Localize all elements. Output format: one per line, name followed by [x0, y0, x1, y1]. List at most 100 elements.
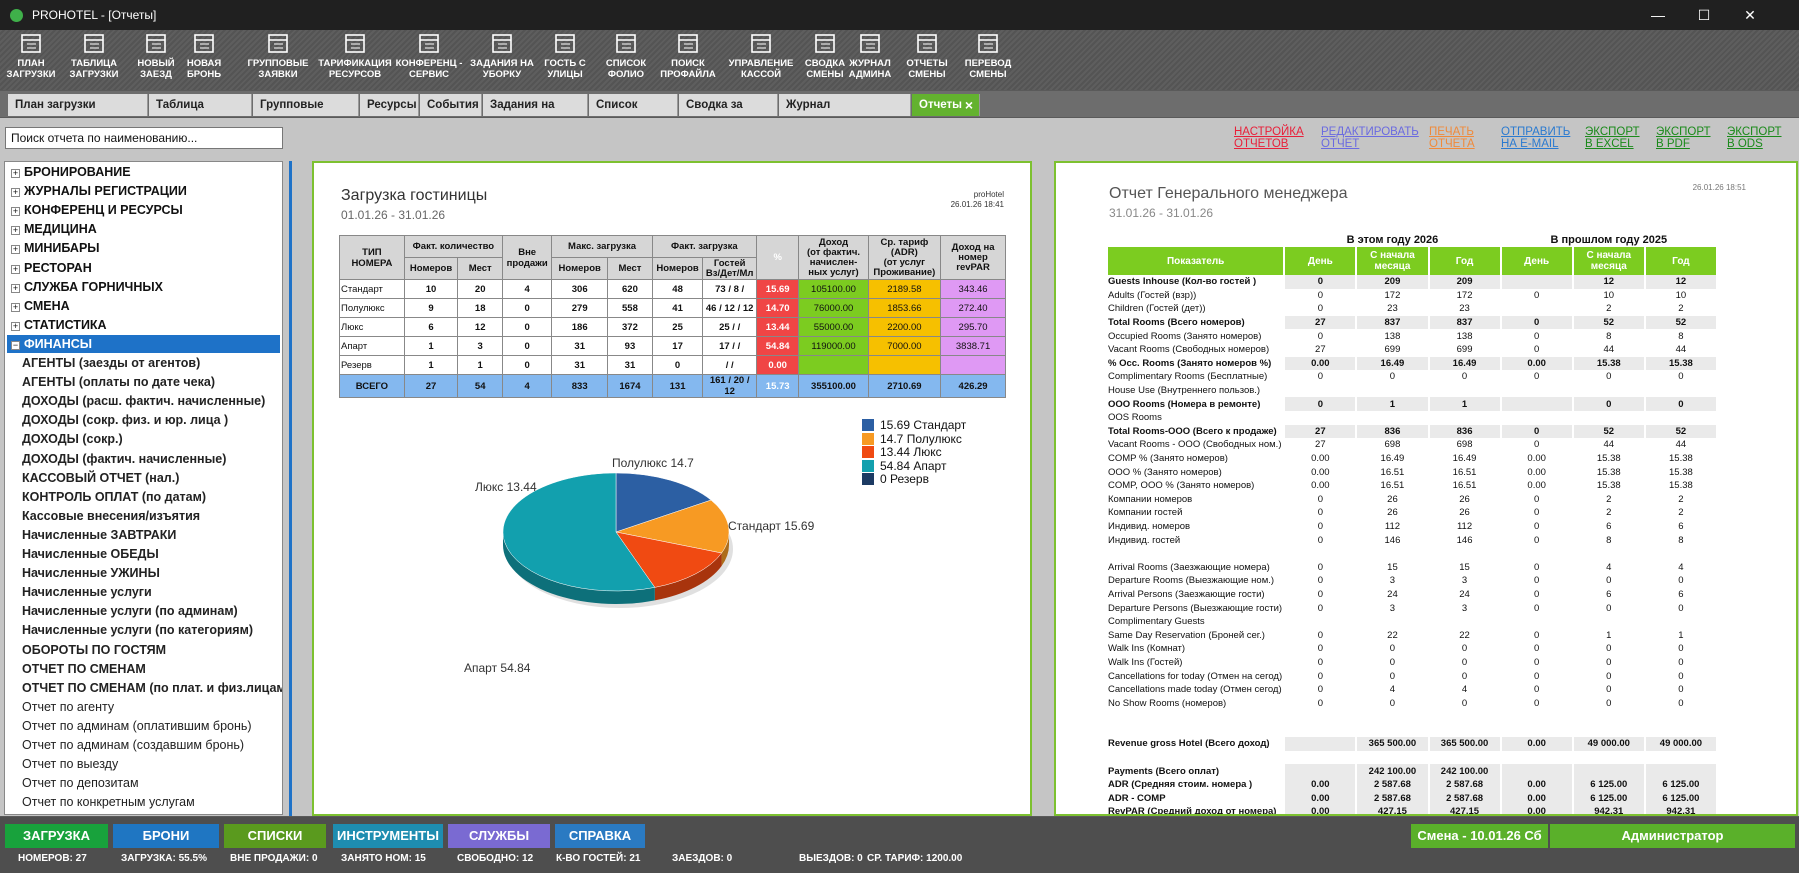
- minimize-button[interactable]: —: [1651, 7, 1665, 23]
- tree-category[interactable]: + КОНФЕРЕНЦ И РЕСУРСЫ: [11, 201, 183, 219]
- tree-category[interactable]: + РЕСТОРАН: [11, 259, 92, 277]
- tree-category[interactable]: + СМЕНА: [11, 297, 70, 315]
- toolbar-button-3[interactable]: НОВАЯ БРОНЬ: [179, 32, 229, 80]
- toolbar-button-11[interactable]: УПРАВЛЕНИЕ КАССОЙ: [719, 32, 803, 80]
- expand-plus-icon[interactable]: +: [11, 187, 20, 198]
- nav-button-0[interactable]: ЗАГРУЗКА: [5, 824, 108, 848]
- toolbar-button-1[interactable]: ТАБЛИЦА ЗАГРУЗКИ: [59, 32, 129, 80]
- tree-item[interactable]: Начисленные ОБЕДЫ: [22, 547, 159, 561]
- expand-plus-icon[interactable]: +: [11, 301, 20, 312]
- tree-item[interactable]: Отчет по выезду: [22, 757, 119, 772]
- toolbar-button-6[interactable]: КОНФЕРЕНЦ - СЕРВИС: [387, 32, 471, 80]
- nav-button-2[interactable]: СПИСКИ: [224, 824, 326, 848]
- cell: 48: [651, 279, 704, 299]
- tree-item[interactable]: Отчет по депозитам: [22, 776, 139, 791]
- tree-item[interactable]: Начисленные услуги: [22, 585, 152, 600]
- tree-item[interactable]: Отчет по админам (оплатившим бронь): [22, 718, 252, 733]
- tree-item[interactable]: АГЕНТЫ (оплаты по дате чека): [22, 375, 216, 390]
- tree-item[interactable]: ОБОРОТЫ ПО ГОСТЯМ: [22, 642, 167, 657]
- gm-cell: 52: [1573, 315, 1644, 330]
- maximize-button[interactable]: ☐: [1697, 7, 1711, 23]
- tree-item[interactable]: Начисленные услуги (по админам): [22, 604, 238, 619]
- expand-plus-icon[interactable]: +: [11, 225, 20, 236]
- action-4[interactable]: ЭКСПОРТ В EXCEL: [1585, 126, 1640, 150]
- tab-6[interactable]: Список фолио: [589, 94, 678, 133]
- tree-item[interactable]: АГЕНТЫ (заезды от агентов): [22, 356, 201, 370]
- tree-item[interactable]: ДОХОДЫ (расш. фактич. начисленные): [22, 394, 266, 409]
- action-6[interactable]: ЭКСПОРТ В ODS: [1727, 126, 1782, 150]
- total-cell: 355100.00: [798, 374, 869, 398]
- toolbar-button-14[interactable]: ОТЧЕТЫ СМЕНЫ: [896, 32, 958, 80]
- toolbar-button-0[interactable]: ПЛАН ЗАГРУЗКИ: [3, 32, 59, 80]
- close-window-button[interactable]: ✕: [1744, 7, 1756, 23]
- cell: 372: [607, 317, 653, 337]
- tab-0[interactable]: План загрузки (шахматка): [8, 94, 148, 133]
- tree-category[interactable]: + СТАТИСТИКА: [11, 316, 107, 334]
- tree-category[interactable]: + МИНИБАРЫ: [11, 239, 100, 257]
- toolbar-button-4[interactable]: ГРУППОВЫЕ ЗАЯВКИ: [239, 32, 317, 80]
- collapse-minus-icon[interactable]: −: [11, 339, 20, 350]
- gm-cell: 837: [1357, 315, 1428, 330]
- action-0[interactable]: НАСТРОЙКА ОТЧЕТОВ: [1234, 126, 1304, 150]
- action-1[interactable]: РЕДАКТИРОВАТЬ ОТЧЕТ: [1321, 126, 1419, 150]
- tree-item[interactable]: Отчет по агенту: [22, 699, 115, 714]
- nav-button-5[interactable]: СПРАВКА: [555, 824, 645, 848]
- tab-close-icon[interactable]: ×: [964, 97, 973, 113]
- tab-3[interactable]: Ресурсы: [360, 94, 419, 116]
- nav-button-3[interactable]: ИНСТРУМЕНТЫ: [333, 824, 443, 848]
- tree-item[interactable]: ДОХОДЫ (сокр.): [22, 432, 123, 447]
- action-5[interactable]: ЭКСПОРТ В PDF: [1656, 126, 1711, 150]
- tab-2[interactable]: Групповые заявки: [253, 94, 359, 133]
- tree-category-selected[interactable]: − ФИНАНСЫ: [7, 334, 280, 353]
- toolbar-button-10[interactable]: ПОИСК ПРОФАЙЛА: [656, 32, 720, 80]
- tree-item[interactable]: ОТЧЕТ ПО СМЕНАМ (по плат. и физ.лицам): [22, 680, 283, 695]
- tab-5[interactable]: Задания на уборку: [483, 94, 588, 133]
- tree-item[interactable]: ДОХОДЫ (сокр. физ. и юр. лица ): [22, 413, 229, 428]
- action-3[interactable]: ОТПРАВИТЬ НА E-MAIL: [1501, 126, 1571, 150]
- tree-item[interactable]: Отчет по админам (создавшим бронь): [22, 738, 245, 752]
- toolbar-button-2[interactable]: НОВЫЙ ЗАЕЗД: [132, 32, 180, 80]
- toolbar-button-13[interactable]: ЖУРНАЛ АДМИНА: [843, 32, 897, 80]
- expand-plus-icon[interactable]: +: [11, 263, 20, 274]
- tree-item[interactable]: ДОХОДЫ (фактич. начисленные): [22, 451, 227, 466]
- tab-7[interactable]: Сводка за смену: [679, 94, 778, 133]
- tree-item[interactable]: Отчет по конкретным услугам: [22, 795, 195, 810]
- tree-item[interactable]: КАССОВЫЙ ОТЧЕТ (нал.): [22, 470, 180, 485]
- tree-category[interactable]: + СЛУЖБА ГОРНИЧНЫХ: [11, 278, 163, 296]
- tab-4[interactable]: События: [420, 94, 482, 116]
- report-search-input[interactable]: [5, 127, 283, 149]
- toolbar-button-15[interactable]: ПЕРЕВОД СМЕНЫ: [951, 32, 1025, 80]
- tree-category[interactable]: + ЖУРНАЛЫ РЕГИСТРАЦИИ: [11, 182, 187, 200]
- toolbar-button-12[interactable]: СВОДКА СМЕНЫ: [801, 32, 849, 80]
- tree-category[interactable]: + БРОНИРОВАНИЕ: [11, 163, 131, 181]
- tree-item[interactable]: КОНТРОЛЬ ОПЛАТ (по датам): [22, 489, 207, 504]
- report-tree[interactable]: + БРОНИРОВАНИЕ + ЖУРНАЛЫ РЕГИСТРАЦИИ + КОНФЕР…: [4, 161, 283, 815]
- toolbar-button-5[interactable]: ТАРИФИКАЦИЯ РЕСУРСОВ: [311, 32, 399, 80]
- col-header: Доход (от фактич. начислен- ных услуг): [798, 235, 869, 280]
- user-indicator[interactable]: Администратор: [1550, 824, 1795, 848]
- expand-plus-icon[interactable]: +: [11, 244, 20, 255]
- action-2[interactable]: ПЕЧАТЬ ОТЧЕТА: [1429, 126, 1475, 150]
- shift-indicator[interactable]: Смена - 10.01.26 Сб: [1411, 824, 1548, 848]
- tab-9[interactable]: Отчеты ×: [912, 94, 980, 116]
- tree-item[interactable]: ОТЧЕТ ПО СМЕНАМ: [22, 661, 146, 676]
- gm-cell: [1645, 764, 1716, 778]
- toolbar-button-8[interactable]: ГОСТЬ С УЛИЦЫ: [535, 32, 595, 80]
- expand-plus-icon[interactable]: +: [11, 320, 20, 331]
- expand-plus-icon[interactable]: +: [11, 168, 20, 178]
- tree-item[interactable]: Начисленные УЖИНЫ: [22, 566, 160, 581]
- col-header: Год: [1429, 247, 1500, 275]
- tree-item[interactable]: Начисленные услуги (по категориям): [22, 623, 253, 638]
- toolbar-button-9[interactable]: СПИСОК ФОЛИО: [596, 32, 656, 80]
- tab-8[interactable]: Журнал администратора: [779, 94, 911, 133]
- nav-button-4[interactable]: СЛУЖБЫ: [448, 824, 550, 848]
- splitter[interactable]: [289, 161, 292, 816]
- toolbar-button-7[interactable]: ЗАДАНИЯ НА УБОРКУ: [456, 32, 548, 80]
- expand-plus-icon[interactable]: +: [11, 206, 20, 217]
- tree-category[interactable]: + МЕДИЦИНА: [11, 220, 97, 238]
- nav-button-1[interactable]: БРОНИ: [113, 824, 219, 848]
- tree-item[interactable]: Начисленные ЗАВТРАКИ: [22, 527, 177, 542]
- tab-1[interactable]: Таблица загрузки: [149, 94, 252, 133]
- tree-item[interactable]: Кассовые внесения/изъятия: [22, 508, 201, 523]
- expand-plus-icon[interactable]: +: [11, 282, 20, 293]
